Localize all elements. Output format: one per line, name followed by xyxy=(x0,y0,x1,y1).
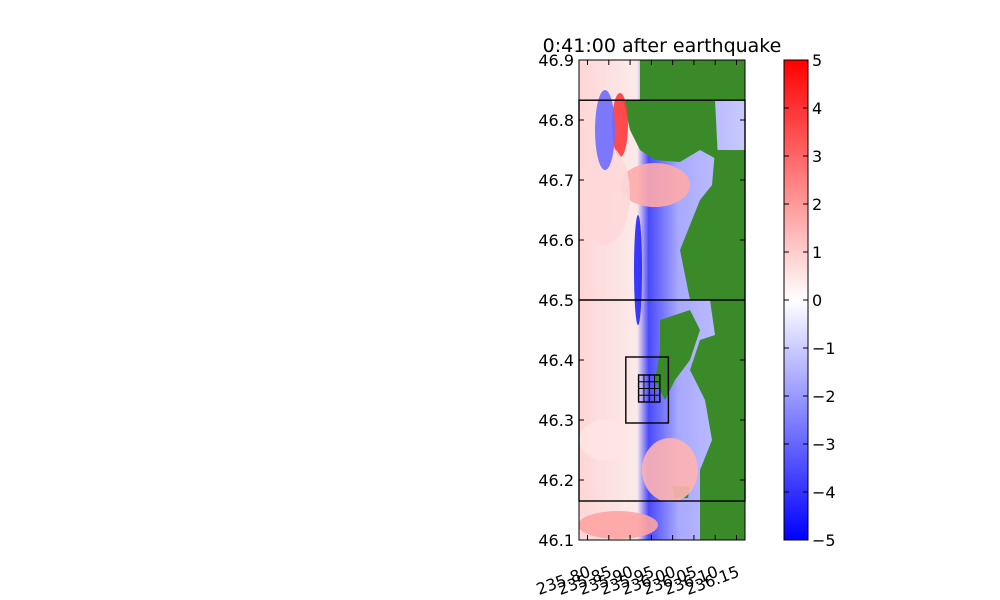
y-tick: 46.9 xyxy=(538,51,745,70)
surface-anomaly xyxy=(580,145,630,245)
y-tick: 46.6 xyxy=(538,231,745,250)
y-tick-label: 46.6 xyxy=(538,231,574,250)
y-tick: 46.1 xyxy=(538,531,745,550)
y-tick-label: 46.9 xyxy=(538,51,574,70)
surface-anomaly xyxy=(634,215,642,325)
colorbar-tick: −2 xyxy=(784,387,836,406)
colorbar-tick: 2 xyxy=(784,195,822,214)
y-tick: 46.2 xyxy=(538,471,745,490)
y-axis: 46.1 46.2 46.3 46.4 46.5 46.6 46.7 46.8 46.9 xyxy=(538,51,745,550)
y-tick: 46.4 xyxy=(538,351,745,370)
colorbar-tick-label: 5 xyxy=(812,51,822,70)
colorbar-tick: −5 xyxy=(784,531,836,550)
y-tick-label: 46.2 xyxy=(538,471,574,490)
colorbar-tick-label: −2 xyxy=(812,387,836,406)
y-tick-label: 46.3 xyxy=(538,411,574,430)
colorbar-tick-label: −3 xyxy=(812,435,836,454)
surface-anomaly xyxy=(642,438,698,502)
y-tick-label: 46.5 xyxy=(538,291,574,310)
y-tick-label: 46.7 xyxy=(538,171,574,190)
colorbar-tick-label: 1 xyxy=(812,243,822,262)
grid-box xyxy=(625,356,670,424)
colorbar-tick-label: 4 xyxy=(812,99,822,118)
surface-anomaly xyxy=(595,90,615,170)
surface-anomaly xyxy=(612,93,628,157)
colorbar-tick: 1 xyxy=(784,243,822,262)
y-tick: 46.8 xyxy=(538,111,745,130)
colorbar-tick-label: −4 xyxy=(812,483,836,502)
land-area xyxy=(680,150,745,540)
colorbar-tick: 4 xyxy=(784,99,822,118)
colorbar-tick-label: 2 xyxy=(812,195,822,214)
surface-anomaly xyxy=(579,420,631,460)
colorbar-tick: 5 xyxy=(784,51,822,70)
colorbar-tick-label: 3 xyxy=(812,147,822,166)
chart-title: 0:41:00 after earthquake xyxy=(543,35,782,57)
colorbar-tick: 3 xyxy=(784,147,822,166)
land-area xyxy=(655,310,700,400)
colorbar-tick: −4 xyxy=(784,483,836,502)
colorbar-tick-label: −5 xyxy=(812,531,836,550)
y-tick: 46.5 xyxy=(538,291,745,310)
colorbar-tick: 0 xyxy=(784,291,822,310)
colorbar-axis: 5 4 3 2 1 0 −1 −2 −3 −4 −5 xyxy=(784,51,836,550)
y-tick-label: 46.8 xyxy=(538,111,574,130)
surface-anomaly xyxy=(579,511,658,539)
surface-anomaly xyxy=(620,163,690,207)
y-tick: 46.3 xyxy=(538,411,745,430)
y-tick-label: 46.4 xyxy=(538,351,574,370)
colorbar-tick: −3 xyxy=(784,435,836,454)
colorbar-tick-label: −1 xyxy=(812,339,836,358)
land-area xyxy=(640,60,745,100)
land-area xyxy=(623,100,718,162)
colorbar-tick-label: 0 xyxy=(812,291,822,310)
colorbar-tick: −1 xyxy=(784,339,836,358)
y-tick: 46.7 xyxy=(538,171,745,190)
y-tick-label: 46.1 xyxy=(538,531,574,550)
